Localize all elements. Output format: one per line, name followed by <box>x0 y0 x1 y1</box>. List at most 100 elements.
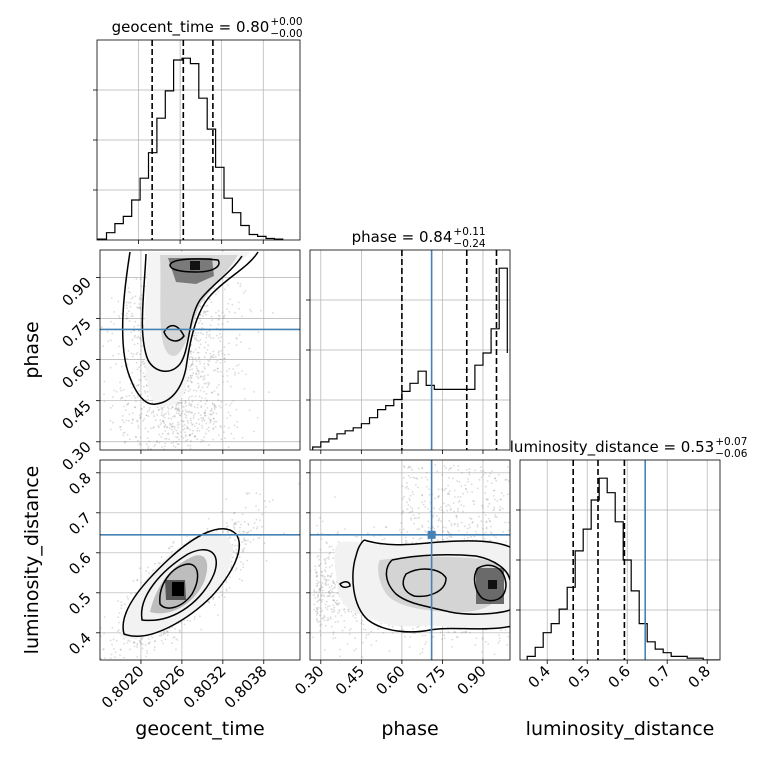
phase-vs-geocent_time-sample-point <box>178 410 181 413</box>
phase-vs-geocent_time-sample-point <box>186 379 189 381</box>
phase-vs-geocent_time-sample-point <box>147 398 150 400</box>
phase-vs-geocent_time-sample-point <box>237 282 239 285</box>
luminosity_distance-vs-geocent_time-sample-point <box>207 517 210 520</box>
luminosity_distance-vs-phase-sample-point <box>459 496 462 498</box>
phase-vs-geocent_time-sample-point <box>125 419 128 422</box>
luminosity_distance-vs-geocent_time-sample-point <box>136 579 139 582</box>
phase-vs-geocent_time-sample-point <box>202 314 204 317</box>
phase-vs-geocent_time-sample-point <box>234 311 237 314</box>
phase-vs-geocent_time-sample-point <box>199 313 202 316</box>
phase-vs-geocent_time-sample-point <box>112 354 114 357</box>
luminosity_distance-vs-phase-sample-point <box>400 531 403 534</box>
phase-vs-geocent_time-sample-point <box>209 409 212 412</box>
phase-vs-geocent_time-sample-point <box>185 416 188 419</box>
luminosity_distance-vs-phase-sample-point <box>336 599 338 602</box>
phase-vs-geocent_time-sample-point <box>204 409 207 412</box>
phase-vs-geocent_time-sample-point <box>211 403 214 405</box>
phase-vs-geocent_time-sample-point <box>127 310 130 312</box>
phase-vs-geocent_time-sample-point <box>131 386 134 389</box>
luminosity_distance-vs-phase-sample-point <box>445 487 447 490</box>
luminosity_distance-vs-phase-sample-point <box>316 612 318 615</box>
phase-vs-geocent_time-sample-point <box>139 436 142 439</box>
phase-vs-geocent_time-sample-point <box>208 360 211 363</box>
luminosity_distance-vs-phase-sample-point <box>316 571 318 573</box>
phase-vs-geocent_time-sample-point <box>242 292 245 294</box>
phase-vs-geocent_time-sample-point <box>204 367 206 370</box>
phase-vs-geocent_time-sample-point <box>184 402 187 405</box>
phase-vs-geocent_time-sample-point <box>217 394 220 396</box>
luminosity_distance-vs-phase-sample-point <box>441 489 444 492</box>
luminosity_distance-vs-phase-sample-point <box>447 503 449 506</box>
phase-vs-geocent_time-sample-point <box>217 323 220 326</box>
phase-vs-geocent_time-sample-point <box>186 427 189 429</box>
luminosity_distance-vs-phase-sample-point <box>466 469 468 471</box>
phase-vs-geocent_time-sample-point <box>178 412 180 415</box>
phase-vs-geocent_time-sample-point <box>128 320 131 322</box>
luminosity_distance-vs-geocent_time-sample-point <box>154 563 156 565</box>
luminosity_distance-vs-phase-sample-point <box>352 615 354 617</box>
phase-vs-geocent_time-sample-point <box>127 402 130 405</box>
luminosity_distance-vs-phase-sample-point <box>329 616 332 619</box>
phase-vs-geocent_time-sample-point <box>192 351 195 354</box>
phase-vs-geocent_time-sample-point <box>183 413 186 416</box>
luminosity_distance-vs-phase-sample-point <box>453 631 456 633</box>
luminosity_distance-vs-geocent_time-sample-point <box>118 612 121 614</box>
phase-vs-geocent_time-contour-outer <box>121 251 259 405</box>
phase-vs-geocent_time-sample-point <box>208 430 210 432</box>
luminosity_distance-vs-phase-sample-point <box>447 484 449 487</box>
luminosity_distance-vs-phase-sample-point <box>472 521 474 523</box>
phase-vs-geocent_time-sample-point <box>227 353 230 356</box>
luminosity_distance-vs-geocent_time-sample-point <box>140 642 143 645</box>
phase-vs-geocent_time-sample-point <box>227 284 230 287</box>
luminosity_distance-vs-phase-sample-point <box>319 630 321 632</box>
luminosity_distance-vs-phase-sample-point <box>494 477 496 480</box>
luminosity_distance-vs-phase-sample-point <box>354 535 357 538</box>
luminosity_distance-vs-geocent_time-sample-point <box>244 506 247 509</box>
luminosity_distance-vs-phase-sample-point <box>327 583 330 586</box>
luminosity_distance-vs-geocent_time-sample-point <box>127 597 129 600</box>
luminosity_distance-vs-phase-sample-point <box>334 496 336 498</box>
phase-vs-geocent_time-sample-point <box>134 406 137 409</box>
luminosity_distance-vs-phase-sample-point <box>440 509 443 512</box>
luminosity_distance-vs-phase-sample-point <box>448 469 450 471</box>
phase-vs-geocent_time-sample-point <box>187 386 190 389</box>
phase-vs-geocent_time-sample-point <box>236 426 239 429</box>
phase-vs-geocent_time-sample-point <box>126 317 129 320</box>
luminosity_distance-vs-phase-sample-point <box>328 595 331 597</box>
luminosity_distance-vs-phase-sample-point <box>315 571 317 574</box>
luminosity_distance-vs-phase-sample-point <box>463 505 465 507</box>
luminosity_distance-vs-phase-sample-point <box>506 465 509 468</box>
luminosity_distance-vs-geocent_time-sample-point <box>167 631 169 634</box>
phase-vs-geocent_time-sample-point <box>219 425 222 427</box>
luminosity_distance-vs-phase-sample-point <box>414 517 417 519</box>
phase-vs-geocent_time-sample-point <box>211 391 213 394</box>
luminosity_distance-vs-phase-sample-point <box>332 631 335 634</box>
luminosity_distance-vs-phase-sample-point <box>408 466 411 469</box>
phase-vs-geocent_time-sample-point <box>223 354 226 356</box>
luminosity_distance-vs-geocent_time-sample-point <box>103 632 105 635</box>
luminosity_distance-vs-geocent_time-sample-point <box>235 549 238 551</box>
phase-vs-geocent_time-sample-point <box>134 334 137 337</box>
luminosity_distance-vs-phase-sample-point <box>339 648 341 651</box>
luminosity_distance-vs-phase-sample-point <box>410 519 413 521</box>
phase-vs-geocent_time-sample-point <box>124 440 127 443</box>
luminosity_distance-vs-phase-sample-point <box>336 532 339 535</box>
phase-vs-geocent_time-sample-point <box>187 390 190 393</box>
luminosity_distance-vs-geocent_time-sample-point <box>241 541 243 543</box>
luminosity_distance-vs-phase-sample-point <box>469 631 471 634</box>
phase-vs-geocent_time-sample-point <box>211 391 214 394</box>
phase-vs-geocent_time-sample-point <box>209 298 211 301</box>
luminosity_distance-vs-geocent_time-sample-point <box>158 634 161 637</box>
phase-vs-geocent_time-sample-point <box>196 367 198 370</box>
phase-vs-geocent_time-sample-point <box>167 411 170 413</box>
luminosity_distance-vs-phase-sample-point <box>409 506 412 508</box>
luminosity_distance-vs-phase-sample-point <box>499 498 502 501</box>
luminosity_distance-vs-phase-sample-point <box>448 505 451 507</box>
phase-vs-geocent_time-sample-point <box>217 367 219 370</box>
luminosity_distance-vs-phase-sample-point <box>489 539 492 542</box>
luminosity_distance-vs-geocent_time-sample-point <box>154 640 156 643</box>
phase-vs-geocent_time-sample-point <box>191 368 194 370</box>
phase-vs-geocent_time-sample-point <box>165 437 168 440</box>
phase-vs-geocent_time-sample-point <box>219 340 222 343</box>
phase-vs-geocent_time-sample-point <box>124 399 127 402</box>
